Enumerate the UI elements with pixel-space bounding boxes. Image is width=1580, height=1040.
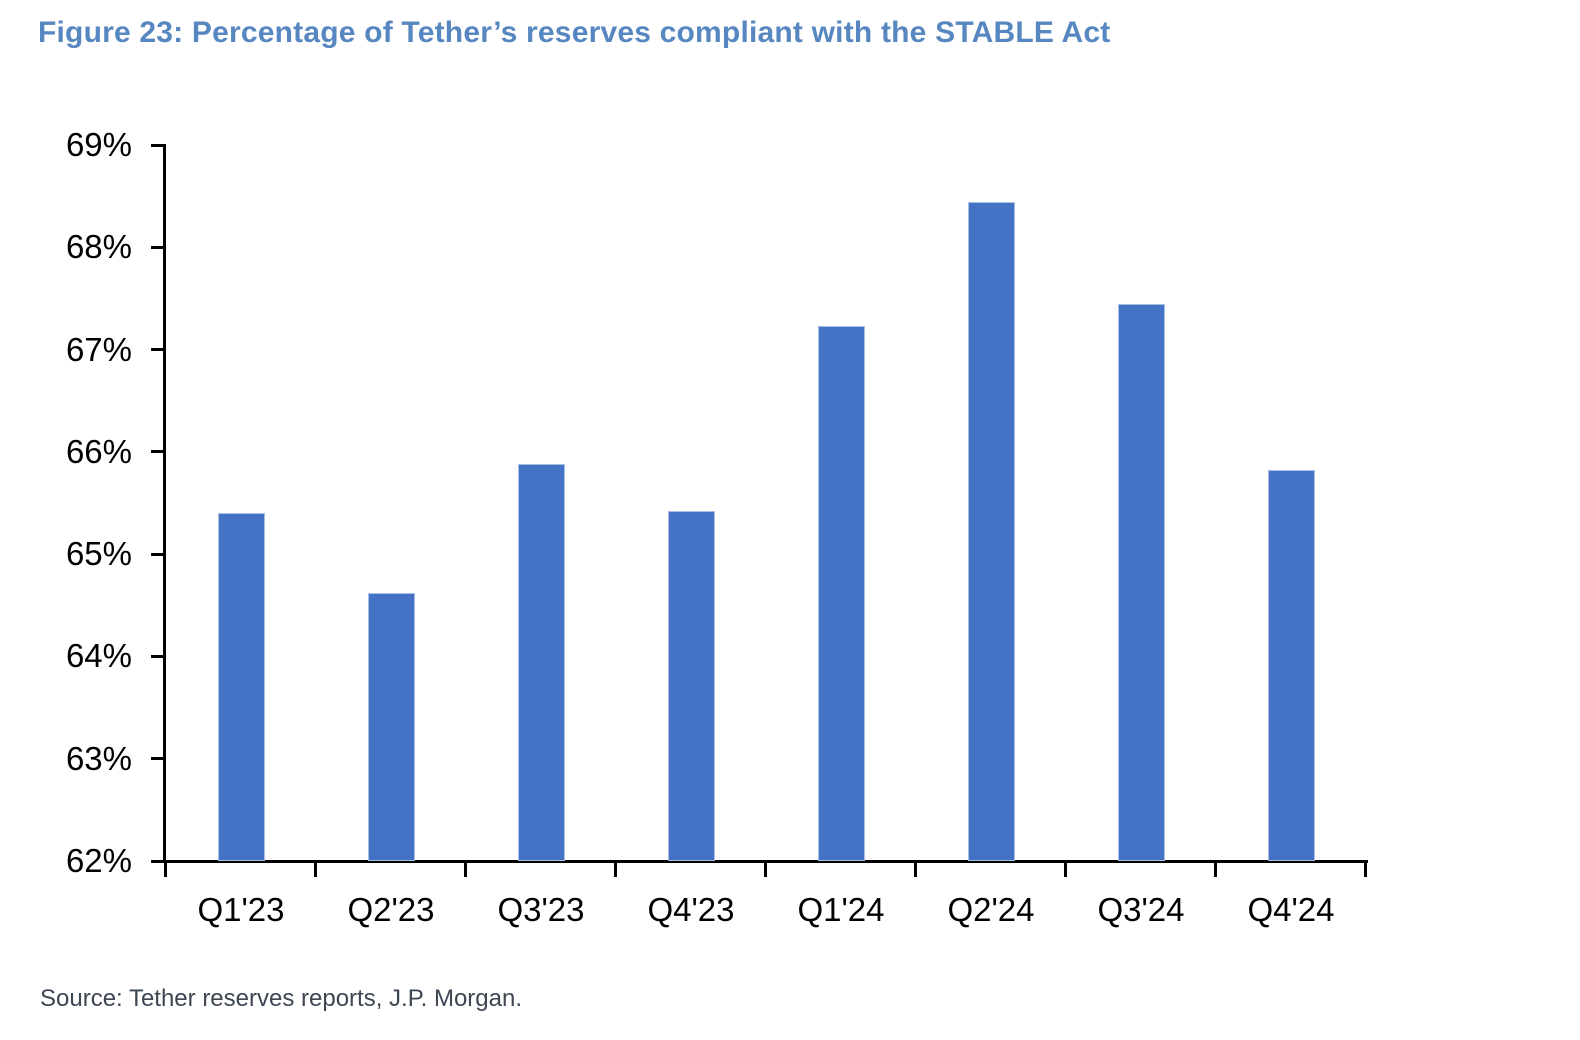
y-tick-mark [151, 348, 164, 352]
bar-Q1'24 [817, 326, 865, 861]
x-category-label: Q3'23 [497, 891, 585, 928]
y-tick-label: 65% [65, 535, 132, 573]
y-tick-label: 63% [65, 739, 132, 777]
y-tick-mark [151, 143, 164, 147]
y-tick-mark [151, 552, 164, 556]
y-tick-mark [151, 654, 164, 658]
x-tick-mark [1064, 860, 1067, 877]
x-category-label: Q2'23 [347, 891, 435, 928]
x-tick-mark [164, 860, 167, 877]
x-tick-mark [764, 860, 767, 877]
x-category-label: Q3'24 [1097, 891, 1185, 928]
bar-chart: 69% 68% 67% 66% 65% 64% 63% 62% Q1'23 Q2'23 Q3'23… [65, 126, 1368, 928]
y-tick-mark [151, 245, 164, 249]
bar-Q2'24 [967, 202, 1015, 861]
x-tick-mark [464, 860, 467, 877]
bar-Q2'23 [367, 593, 415, 861]
bar-Q4'23 [667, 511, 715, 861]
x-tick-mark [614, 860, 617, 877]
y-tick-label: 69% [65, 126, 132, 163]
bar-Q4'24 [1267, 470, 1315, 861]
x-tick-mark [914, 860, 917, 877]
x-tick-mark [314, 860, 317, 877]
x-category-label: Q1'23 [197, 891, 285, 928]
x-category-label: Q2'24 [947, 891, 1035, 928]
figure-title: Figure 23: Percentage of Tether’s reserv… [38, 16, 1111, 49]
source-note: Source: Tether reserves reports, J.P. Mo… [40, 985, 523, 1012]
bar-Q3'24 [1117, 303, 1165, 861]
y-axis-line [163, 144, 166, 863]
y-tick-label: 67% [65, 330, 132, 368]
y-tick-mark [151, 757, 164, 761]
x-axis-line [151, 860, 1368, 863]
y-tick-label: 64% [65, 637, 132, 675]
x-category-label: Q4'24 [1247, 891, 1335, 928]
y-tick-mark [151, 450, 164, 454]
x-tick-mark [1214, 860, 1217, 877]
bar-Q3'23 [517, 464, 565, 861]
bar-Q1'23 [217, 513, 265, 861]
y-tick-label: 66% [65, 432, 132, 470]
x-tick-mark [1364, 860, 1367, 877]
y-tick-label: 62% [65, 842, 132, 879]
y-tick-label: 68% [65, 228, 132, 266]
x-category-label: Q1'24 [797, 891, 885, 928]
x-category-label: Q4'23 [647, 891, 735, 928]
